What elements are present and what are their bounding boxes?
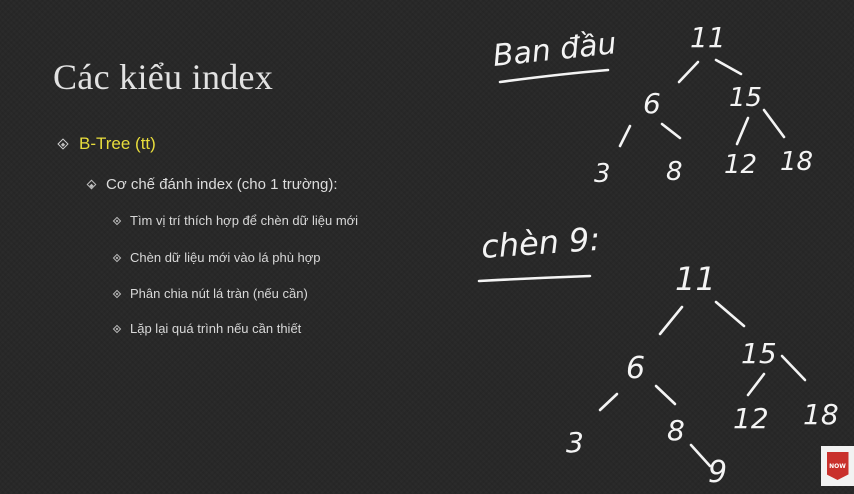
underline-initial — [498, 68, 610, 84]
bullet-btree: B-Tree (tt) — [57, 134, 156, 154]
edge-after-11-15 — [714, 300, 746, 328]
edge-after-8-9 — [689, 443, 712, 468]
node-after-12: 12 — [733, 402, 769, 435]
edge-11-15 — [714, 58, 743, 76]
node-after-15: 15 — [741, 337, 777, 370]
edge-after-11-6 — [658, 305, 684, 336]
edge-after-15-12 — [746, 372, 766, 397]
bullet-mechanism: Cơ chế đánh index (cho 1 trường): — [86, 176, 338, 193]
bullet-text: B-Tree (tt) — [79, 134, 156, 153]
node-after-8: 8 — [667, 414, 685, 447]
bullet-text: Lặp lại quá trình nếu cần thiết — [130, 321, 302, 336]
node-15: 15 — [729, 83, 762, 113]
node-11: 11 — [690, 21, 726, 54]
label-initial: Ban đầu — [491, 26, 618, 74]
edge-6-3 — [618, 124, 632, 148]
edge-11-6 — [677, 60, 700, 84]
bullet-step-3: Phân chia nút lá tràn (nếu cần) — [112, 286, 308, 301]
slide-title: Các kiểu index — [53, 57, 274, 97]
node-after-6: 6 — [626, 351, 645, 386]
node-18: 18 — [780, 147, 813, 177]
node-12: 12 — [724, 150, 757, 180]
bullet-step-1: Tìm vị trí thích hợp để chèn dữ liệu mới — [112, 213, 359, 228]
edge-15-12 — [735, 116, 750, 146]
logo-badge-icon: NOW — [826, 452, 849, 480]
edge-6-8 — [660, 122, 682, 140]
edge-after-15-18 — [780, 354, 807, 382]
channel-logo: NOW — [821, 446, 854, 486]
node-after-18: 18 — [803, 398, 839, 431]
node-after-3: 3 — [566, 426, 584, 459]
bullet-text: Chèn dữ liệu mới vào lá phù hợp — [130, 250, 321, 265]
bullet-text: Cơ chế đánh index (cho 1 trường): — [106, 176, 338, 193]
node-3: 3 — [594, 159, 611, 189]
edge-after-6-3 — [598, 392, 619, 412]
bullet-step-2: Chèn dữ liệu mới vào lá phù hợp — [112, 250, 321, 265]
bullet-text: Phân chia nút lá tràn (nếu cần) — [130, 286, 308, 301]
node-6: 6 — [643, 87, 661, 120]
label-insert: chèn 9: — [480, 220, 602, 266]
node-8: 8 — [666, 157, 683, 187]
bullet-text: Tìm vị trí thích hợp để chèn dữ liệu mới — [130, 213, 359, 228]
edge-15-18 — [762, 108, 786, 139]
node-after-11: 11 — [675, 260, 716, 298]
bullet-step-4: Lặp lại quá trình nếu cần thiết — [112, 321, 302, 336]
node-after-9: 9 — [708, 455, 727, 490]
edge-after-6-8 — [654, 384, 677, 406]
underline-insert — [477, 274, 592, 283]
